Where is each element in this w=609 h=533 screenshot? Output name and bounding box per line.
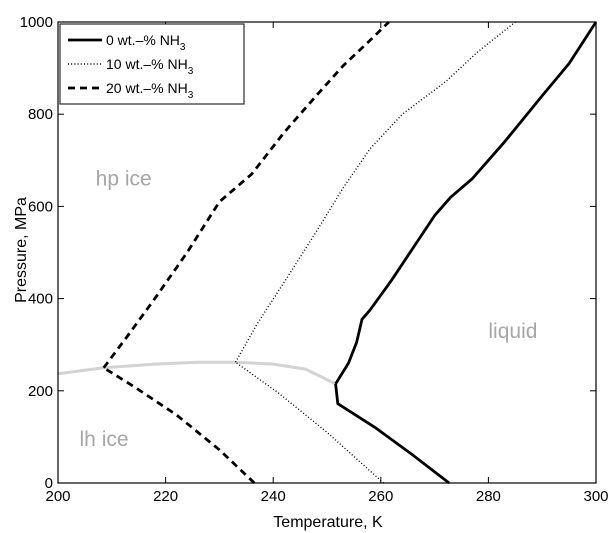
x-tick-label: 220 [153, 488, 178, 505]
legend: 0 wt.–% NH3 10 wt.–% NH3 20 wt.–% NH3 [59, 23, 245, 105]
x-axis-title: Temperature, K [273, 514, 383, 531]
series-2-segment-1 [102, 20, 390, 369]
legend-subscript: 3 [188, 66, 194, 77]
region-labels: hp ice liquid lh ice [80, 168, 538, 451]
ice-phase-boundary-segment-0 [57, 360, 337, 386]
x-tick-label: 280 [476, 488, 501, 505]
y-tick-label: 400 [28, 291, 53, 308]
y-tick-label: 600 [28, 198, 53, 215]
series-0-segment-0 [334, 383, 450, 485]
series-0-segment-1 [334, 21, 598, 385]
region-label: lh ice [80, 428, 129, 451]
y-tick-label: 0 [45, 475, 53, 492]
legend-entry-label: 20 wt.–% NH3 [106, 80, 194, 101]
region-label: hp ice [96, 168, 152, 191]
y-tick-label: 800 [28, 106, 53, 123]
x-tick-label: 300 [583, 488, 608, 505]
legend-entry-label: 10 wt.–% NH3 [106, 56, 194, 77]
legend-entry-label: 0 wt.–% NH3 [106, 32, 186, 53]
plot-frame [57, 21, 597, 484]
y-tick-label: 200 [28, 383, 53, 400]
region-label: liquid [488, 320, 537, 343]
legend-subscript: 3 [180, 42, 186, 53]
x-tick-label: 200 [45, 488, 70, 505]
y-axis-title: Pressure, MPa [13, 197, 30, 303]
y-tick-label: 1000 [20, 14, 53, 31]
phase-curves [57, 20, 598, 485]
legend-subscript: 3 [188, 90, 194, 101]
x-tick-label: 260 [368, 488, 393, 505]
x-tick-label: 240 [261, 488, 286, 505]
